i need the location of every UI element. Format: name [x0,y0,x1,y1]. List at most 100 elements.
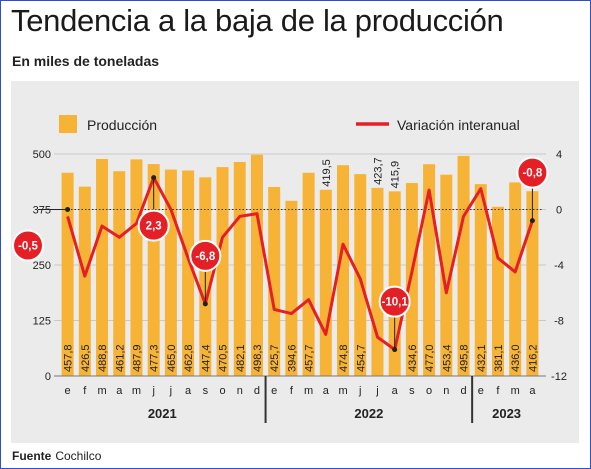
callout-bubble [12,229,44,262]
bar [405,183,418,376]
bar-value-label: 415,9 [390,161,402,189]
bar-value-label: 381,1 [493,344,505,372]
bar [526,191,539,376]
bar-value-label: 416,2 [527,344,539,372]
x-tick-label: n [237,385,243,397]
bar [182,170,195,376]
callout-label: -0,8 [522,168,542,180]
x-tick-label: s [409,385,415,397]
bar-value-label: 474,8 [338,344,350,372]
bar-value-label: 488,8 [97,344,109,372]
bar-value-label: 470,5 [218,344,230,372]
bar-value-label: 453,4 [441,344,453,372]
x-tick-label: j [375,385,378,397]
source-line: Fuente Cochilco [12,449,101,463]
callout-dot [392,347,398,353]
legend-label-produccion: Producción [87,117,157,133]
x-tick-label: a [392,385,399,397]
bar-value-label: 461,2 [114,344,126,372]
x-tick-label: e [271,385,277,397]
x-tick-label: m [338,385,347,397]
x-tick-label: f [83,385,87,397]
callout-bubble [189,239,222,272]
callout-label: -0,5 [18,240,38,252]
x-tick-label: m [511,385,520,397]
bar-value-label: 426,5 [80,344,92,372]
callout-bubble [137,209,170,242]
bar [216,167,229,376]
y-right-tick-label: -12 [551,371,567,383]
bar-value-label: 432,1 [476,344,488,372]
y-right-tick-label: -8 [554,316,564,328]
bar-value-label: 454,7 [355,344,367,372]
x-tick-label: n [443,385,449,397]
x-tick-label: d [460,385,466,397]
x-tick-label: m [132,385,141,397]
callout-label: -6,8 [195,251,215,263]
x-tick-label: d [254,385,260,397]
bar [371,187,384,376]
bar-value-label: 495,8 [459,344,471,372]
x-tick-label: o [219,385,225,397]
bar-value-label: 423,7 [372,157,384,185]
callout-label: 2,3 [146,221,162,233]
variation-line [66,176,534,352]
bar [457,155,470,376]
x-tick-label: f [496,385,500,397]
bar [233,161,246,376]
bar [337,165,350,376]
bar [302,172,315,376]
bar-value-label: 482,1 [235,344,247,372]
bar [250,154,263,376]
bar [319,189,332,376]
bar [423,164,436,376]
x-tick-label: a [116,385,123,397]
x-tick-label: m [97,385,106,397]
x-tick-label: e [65,385,71,397]
bar-value-label: 436,0 [510,344,522,372]
bar-value-label: 394,6 [286,344,298,372]
bar [474,184,487,376]
bar-value-label: 457,8 [63,344,75,372]
chart-subtitle: En miles de toneladas [12,53,160,69]
bar-value-label: 457,7 [304,344,316,372]
callout-bubble [516,156,549,189]
bar [96,158,109,376]
x-tick-label: f [290,385,294,397]
y-left-tick-label: 125 [33,316,51,328]
bar-value-label: 487,9 [131,344,143,372]
bar [354,174,367,376]
x-tick-label: j [169,385,172,397]
legend-swatch-produccion [59,115,77,133]
y-left-tick-label: 500 [33,149,51,161]
y-right-tick-label: -4 [554,260,564,272]
x-tick-label: j [151,385,154,397]
bar-value-label: 477,3 [149,344,161,372]
x-tick-label: a [529,385,536,397]
x-tick-label: a [185,385,192,397]
x-tick-label: m [304,385,313,397]
chart-svg: 0 125 250 375 500 -12 -8 -4 0 4 457,8 426,5 488,8 461… [12,115,567,423]
y-left-tick-label: 0 [45,371,51,383]
bar-value-label: 465,0 [166,344,178,372]
x-tick-label: a [323,385,330,397]
year-label: 2023 [492,406,521,421]
callout-bubble [378,285,411,318]
bar-value-label: 498,3 [252,344,264,372]
bar-value-label: 462,8 [183,344,195,372]
y-left-tick-label: 375 [33,205,51,217]
x-tick-label: s [203,385,209,397]
callout-label: -10,1 [382,297,409,309]
y-right-tick-label: 4 [556,149,562,161]
chart-panel: 0 125 250 375 500 -12 -8 -4 0 4 457,8 426,5 488,8 461… [11,81,579,443]
callout-dot [529,218,535,224]
x-tick-label: e [478,385,484,397]
year-label: 2022 [354,406,383,421]
legend-label-variacion: Variación interanual [397,117,520,133]
callout-dot [151,175,157,181]
source-label: Fuente [12,449,52,463]
callout-dot [65,207,71,212]
x-tick-label: j [358,385,361,397]
bar [285,200,298,376]
